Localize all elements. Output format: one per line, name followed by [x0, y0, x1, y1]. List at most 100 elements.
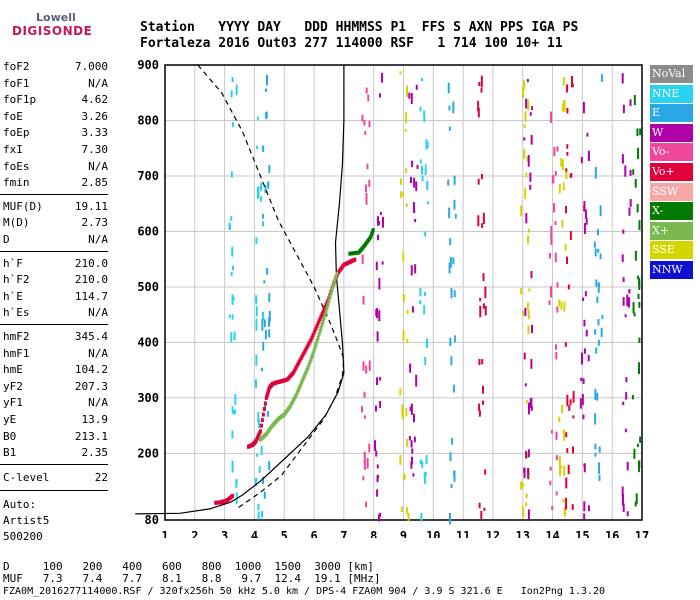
- interference-mark: [232, 296, 235, 301]
- interference-mark: [561, 220, 564, 228]
- interference-mark: [255, 297, 258, 304]
- interference-mark: [448, 207, 451, 219]
- echo-point: [231, 493, 235, 498]
- param-key: yF1: [3, 396, 23, 410]
- interference-mark: [477, 107, 480, 118]
- param-row-fof1p: foF1p 4.62: [3, 93, 108, 107]
- interference-mark: [258, 418, 261, 429]
- interference-mark: [520, 481, 523, 490]
- interference-mark: [412, 473, 415, 477]
- interference-mark: [365, 501, 368, 508]
- echo-point: [294, 393, 298, 398]
- interference-mark: [453, 335, 456, 343]
- interference-mark: [262, 145, 265, 153]
- legend-item-xplus: X+: [650, 221, 693, 240]
- interference-mark: [377, 234, 380, 241]
- y-tick-label: 800: [137, 113, 159, 127]
- interference-mark: [376, 464, 379, 469]
- echo-point: [312, 330, 316, 335]
- echo-point: [330, 287, 334, 292]
- interference-mark: [378, 514, 381, 522]
- echo-point: [295, 390, 299, 395]
- interference-mark: [368, 360, 371, 371]
- interference-mark: [582, 378, 585, 384]
- interference-mark: [362, 361, 365, 371]
- interference-mark: [530, 359, 533, 369]
- interference-mark: [569, 399, 572, 406]
- y-tick-label: 700: [137, 169, 159, 183]
- interference-mark: [600, 74, 603, 82]
- echo-point: [309, 357, 313, 362]
- param-key: foF1p: [3, 93, 37, 107]
- param-value: N/A: [88, 346, 108, 360]
- param-row-hes: h`Es N/A: [3, 306, 108, 320]
- interference-mark: [480, 511, 483, 519]
- interference-mark: [598, 474, 601, 482]
- interference-mark: [420, 513, 423, 522]
- interference-mark: [596, 392, 599, 401]
- echo-point: [305, 367, 309, 372]
- virtual-height-profile-dashed: [197, 64, 345, 510]
- echo-point: [259, 423, 263, 428]
- interference-mark: [268, 293, 271, 303]
- param-value: N/A: [88, 396, 108, 410]
- interference-mark: [594, 413, 597, 425]
- x-tick-label: 3: [221, 529, 228, 538]
- interference-mark: [363, 451, 366, 463]
- interference-mark: [527, 467, 530, 479]
- interference-mark: [234, 394, 237, 406]
- interference-mark: [552, 174, 555, 183]
- y-tick-label: 900: [137, 58, 159, 72]
- interference-mark: [426, 338, 429, 348]
- interference-mark: [415, 181, 418, 192]
- echo-point: [326, 302, 330, 307]
- interference-mark: [583, 205, 586, 212]
- x-tick-label: 10: [426, 529, 440, 538]
- interference-mark: [566, 394, 569, 407]
- echo-point: [318, 316, 322, 321]
- interference-mark: [621, 486, 624, 497]
- interference-mark: [634, 501, 637, 507]
- interference-mark: [408, 435, 411, 441]
- interference-mark: [230, 90, 233, 98]
- x-tick-label: 6: [310, 529, 317, 538]
- param-value: 19.11: [74, 199, 108, 213]
- footer-muf-row: MUF 7.3 7.4 7.7 8.1 8.8 9.7 12.4 19.1 [M…: [3, 572, 381, 585]
- interference-mark: [368, 120, 371, 128]
- interference-mark: [550, 234, 553, 245]
- interference-mark: [639, 436, 642, 443]
- param-value: 345.4: [74, 330, 108, 343]
- interference-mark: [423, 110, 426, 116]
- interference-mark: [478, 359, 481, 365]
- interference-mark: [555, 431, 558, 440]
- interference-mark: [522, 86, 525, 98]
- interference-mark: [231, 314, 234, 320]
- interference-mark: [633, 312, 636, 317]
- interference-mark: [582, 414, 585, 420]
- legend-item-vominus: Vo-: [650, 143, 693, 162]
- interference-mark: [448, 512, 451, 525]
- interference-mark: [527, 449, 530, 458]
- autoscale-line: 500200: [3, 529, 43, 543]
- interference-mark: [564, 243, 567, 251]
- interference-mark: [565, 170, 568, 180]
- interference-mark: [565, 432, 568, 438]
- param-row-ye: yE 13.9: [3, 413, 108, 427]
- echo-point: [323, 313, 327, 318]
- echo-point: [328, 295, 332, 300]
- interference-mark: [229, 224, 232, 230]
- param-key: h`F: [3, 256, 23, 270]
- legend-item-ssw: SSW: [650, 182, 693, 201]
- interference-mark: [526, 156, 529, 162]
- param-key: C-level: [3, 470, 50, 484]
- echo-point: [308, 359, 312, 364]
- interference-mark: [594, 452, 597, 457]
- interference-mark: [558, 184, 561, 194]
- interference-mark: [628, 301, 631, 308]
- echo-point: [316, 321, 320, 326]
- interference-mark: [524, 187, 527, 200]
- interference-mark: [568, 405, 571, 411]
- x-tick-label: 12: [486, 529, 500, 538]
- interference-mark: [550, 286, 553, 298]
